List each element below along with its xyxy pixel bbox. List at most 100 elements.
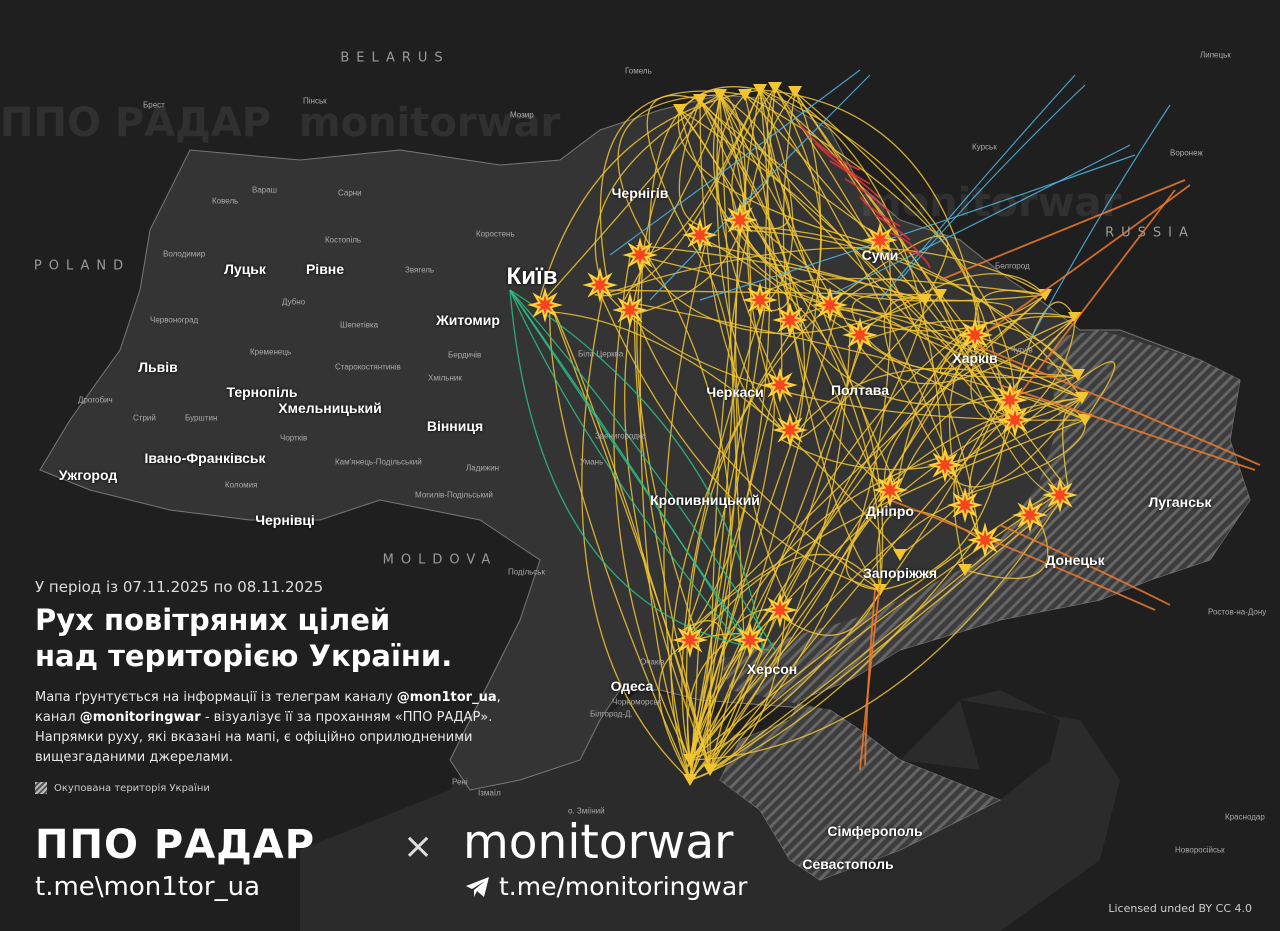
explosion-icon — [842, 317, 878, 353]
town-label: Рені — [452, 777, 468, 787]
drone-track — [537, 89, 761, 306]
missile-track-red — [904, 250, 931, 269]
city-label: Севастополь — [802, 856, 894, 872]
missile-track-blue — [819, 144, 1131, 301]
drone-entry-marker-icon — [788, 86, 802, 98]
drone-entry-marker-icon — [1075, 392, 1089, 404]
town-label: Червоноград — [150, 315, 199, 325]
occupied-territory — [720, 330, 1250, 880]
drone-track — [739, 211, 1079, 376]
legend-occupied: Окупована територія України — [35, 782, 515, 794]
drone-track — [689, 494, 1051, 761]
drone-track — [823, 294, 1046, 332]
legend-label: Окупована територія України — [54, 782, 210, 794]
missile-track-green — [509, 289, 746, 651]
drone-track — [581, 288, 691, 781]
period-text: У період із 07.11.2025 по 08.11.2025 — [35, 578, 324, 596]
drone-entry-marker-icon — [1078, 414, 1092, 426]
drone-track — [689, 489, 1068, 761]
explosion-icon — [772, 302, 808, 338]
town-label: Бурштин — [185, 413, 218, 423]
drone-track — [689, 609, 771, 761]
drone-entry-marker-icon — [713, 89, 727, 101]
town-label: Вараш — [252, 185, 278, 195]
city-label: Дніпро — [866, 503, 914, 519]
missile-track-blue — [879, 74, 1076, 301]
town-label: Білгород-Д. — [590, 709, 633, 719]
drone-entry-marker-icon — [1071, 369, 1085, 381]
drone-track — [680, 94, 752, 643]
monitorwar-link[interactable]: t.me/monitoringwar — [465, 872, 747, 901]
drone-track — [709, 227, 750, 771]
drone-track — [719, 94, 745, 637]
handle-mon1tor[interactable]: @mon1tor_ua — [396, 690, 497, 705]
drone-track — [678, 99, 701, 226]
drone-track — [689, 329, 984, 761]
drone-track — [699, 99, 885, 498]
explosion-icon — [682, 217, 718, 253]
city-label: Ужгород — [58, 467, 118, 483]
explosion-icon — [732, 622, 768, 658]
town-label: Ростов-на-Дону — [1208, 607, 1267, 617]
town-label: Липецьк — [1200, 50, 1231, 60]
town-label: Біла Церква — [578, 349, 624, 359]
flight-tracks — [509, 69, 1261, 786]
black-sea — [300, 690, 1120, 931]
city-label: Луцьк — [224, 261, 266, 277]
drone-track — [692, 233, 884, 591]
drone-track — [594, 89, 761, 297]
city-label: Львів — [138, 359, 178, 375]
explosion-icon — [997, 402, 1033, 438]
drone-track — [719, 94, 791, 230]
drone-track — [782, 91, 885, 487]
city-label: Херсон — [746, 661, 798, 677]
drone-entry-marker-icon — [683, 754, 697, 766]
drone-track — [766, 87, 833, 315]
drone-track — [689, 328, 969, 761]
ppo-radar-link[interactable]: t.me\mon1tor_ua — [35, 872, 260, 902]
missile-track-blue — [1029, 104, 1171, 341]
handle-monitoringwar[interactable]: @monitoringwar — [79, 710, 201, 725]
missile-track-blue — [699, 154, 1136, 301]
drone-entry-marker-icon — [703, 764, 717, 776]
drone-track — [717, 94, 801, 427]
city-label: Полтава — [830, 382, 890, 398]
page-title: Рух повітряних цілей над територією Укра… — [35, 602, 515, 674]
drone-track — [796, 367, 1083, 432]
drone-track — [677, 109, 885, 248]
drone-entry-marker-icon — [958, 564, 972, 576]
city-label: Черкаси — [706, 384, 764, 400]
license-text: Licensed unded BY CC 4.0 — [1108, 902, 1252, 915]
explosion-icon — [527, 287, 563, 323]
drone-track — [553, 310, 711, 771]
town-label: Кам'янець-Подільський — [335, 457, 422, 467]
missile-track-green — [509, 289, 770, 651]
town-label: Кременець — [250, 347, 292, 357]
explosion-icon — [762, 367, 798, 403]
missile-track-orange — [999, 189, 1176, 421]
drone-track — [689, 536, 979, 781]
drone-track — [709, 329, 978, 771]
drone-track — [897, 394, 1086, 490]
drone-track — [1062, 409, 1086, 488]
missile-track-orange — [939, 179, 1186, 281]
collab-separator: × — [403, 826, 434, 867]
town-label: Стрий — [133, 413, 156, 423]
country-label: RUSSIA — [1105, 225, 1195, 241]
drone-track — [632, 302, 1086, 421]
city-label: Житомир — [436, 312, 500, 328]
explosion-icon — [742, 282, 778, 318]
drone-track — [658, 633, 752, 781]
town-label: Могилів-Подільський — [415, 490, 493, 500]
city-label: Тернопіль — [226, 384, 298, 400]
town-label: Пінськ — [303, 96, 327, 106]
hatch-swatch-icon — [35, 782, 47, 794]
drone-track — [759, 89, 900, 493]
drone-track — [690, 89, 771, 633]
city-label: Харків — [952, 350, 998, 366]
drone-track — [1023, 361, 1116, 426]
drone-track — [781, 397, 1083, 471]
drone-track — [851, 294, 926, 331]
drone-track — [639, 258, 691, 761]
